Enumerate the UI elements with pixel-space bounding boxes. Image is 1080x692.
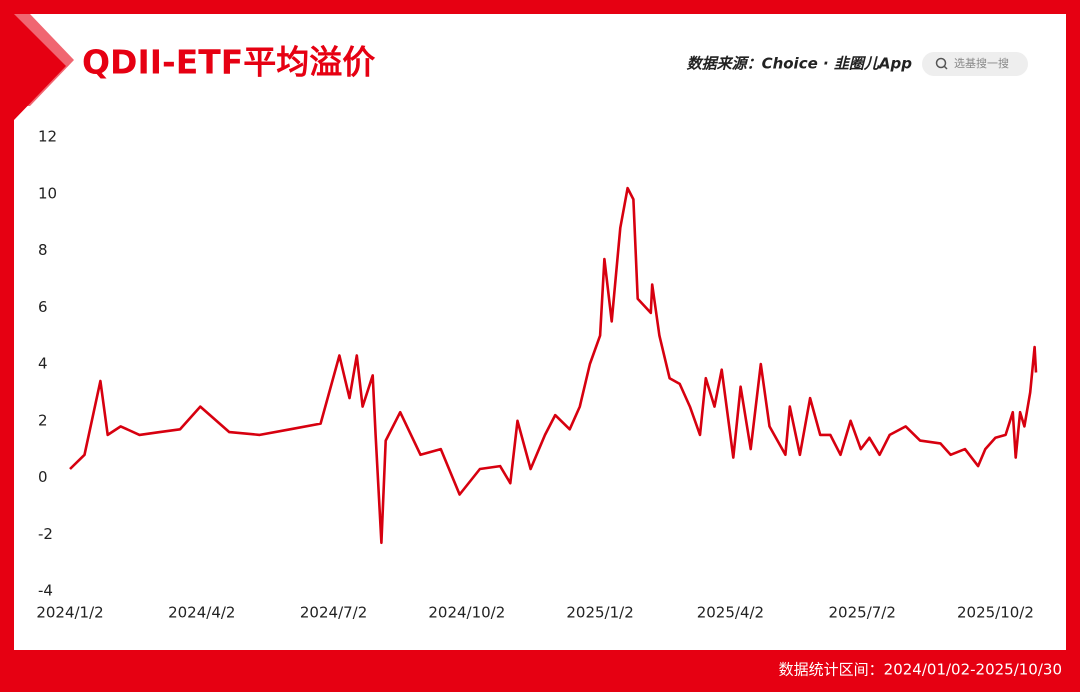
x-tick-label: 2025/4/2 [697, 604, 764, 622]
y-tick-label: -4 [38, 582, 53, 600]
search-icon [935, 57, 947, 69]
panel [14, 14, 1066, 650]
x-tick-label: 2025/1/2 [566, 604, 633, 622]
x-tick-label: 2024/1/2 [36, 604, 103, 622]
line [69, 186, 1038, 545]
y-tick-label: 6 [38, 298, 48, 316]
corner-decoration [14, 14, 74, 106]
y-tick-label: -2 [38, 525, 53, 543]
y-tick-label: 12 [38, 128, 57, 146]
y-tick-label: 8 [38, 241, 48, 259]
x-tick-label: 2025/7/2 [829, 604, 896, 622]
search-placeholder: 选基搜一搜 [954, 56, 1009, 70]
search-box[interactable] [922, 52, 1028, 76]
y-tick-label: 4 [38, 355, 48, 373]
source: 数据来源：Choice · 韭圈儿App [687, 55, 913, 73]
x-tick-label: 2024/7/2 [300, 604, 367, 622]
x-tick-label: 2024/10/2 [428, 604, 505, 622]
footer: 数据统计区间：2024/01/02-2025/10/30 [779, 661, 1062, 679]
search-icon [943, 65, 948, 70]
chart-title: QDII-ETF平均溢价 [82, 43, 375, 82]
x-tick-label: 2025/10/2 [957, 604, 1034, 622]
y-tick-label: 10 [38, 184, 57, 202]
x-tick-label: 2024/4/2 [168, 604, 235, 622]
y-tick-label: 0 [38, 468, 48, 486]
y-tick-label: 2 [38, 411, 48, 429]
